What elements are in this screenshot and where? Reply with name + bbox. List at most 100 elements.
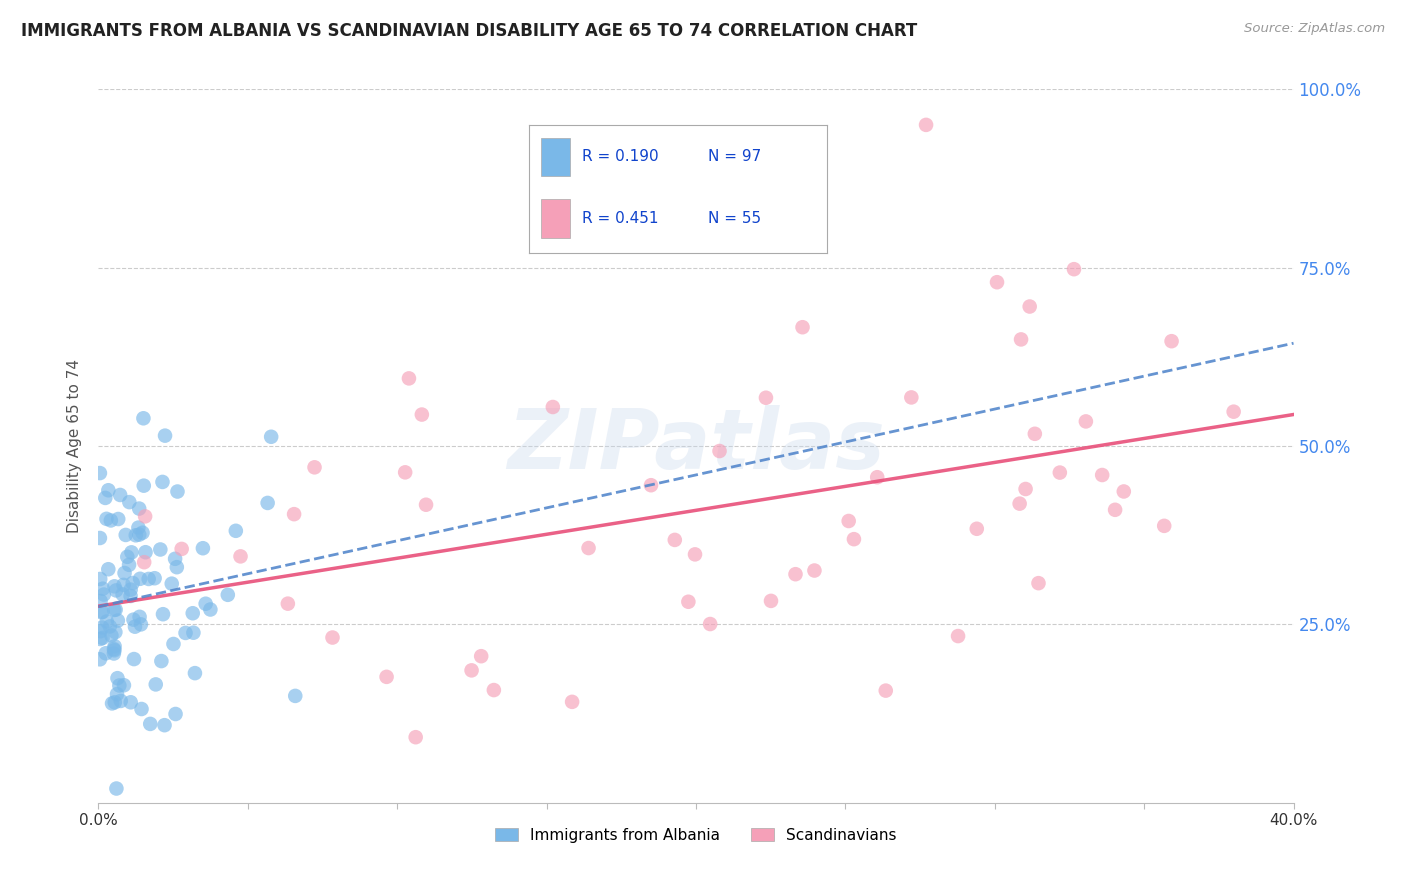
Point: [900, 391, 922, 405]
Point: [128, 527, 150, 541]
Point: [803, 564, 825, 578]
Point: [101, 697, 124, 711]
Point: [1222, 405, 1244, 419]
Point: [138, 572, 160, 586]
Point: [166, 560, 188, 574]
Point: [89, 652, 111, 666]
Point: [145, 677, 167, 691]
Point: [1008, 497, 1031, 511]
Point: [139, 717, 162, 731]
Point: [134, 545, 156, 559]
Point: [103, 643, 125, 657]
Point: [91, 631, 114, 645]
Point: [1153, 519, 1175, 533]
Point: [104, 603, 127, 617]
Point: [97, 562, 120, 576]
Point: [640, 478, 662, 492]
Point: [105, 781, 128, 796]
Point: [112, 678, 135, 692]
Point: [91, 582, 114, 596]
Point: [122, 652, 145, 666]
Point: [150, 654, 173, 668]
Point: [225, 524, 247, 538]
Point: [1104, 503, 1126, 517]
Point: [321, 631, 343, 645]
Point: [94, 491, 117, 505]
Point: [561, 695, 583, 709]
Point: [105, 687, 128, 701]
Point: [284, 689, 307, 703]
Point: [664, 533, 686, 547]
Point: [792, 320, 814, 334]
Point: [152, 607, 174, 622]
Point: [398, 371, 420, 385]
Point: [153, 718, 176, 732]
Point: [866, 470, 889, 484]
Point: [191, 541, 214, 556]
Point: [256, 496, 278, 510]
Point: [103, 647, 125, 661]
Point: [125, 528, 148, 542]
Point: [128, 501, 150, 516]
Point: [1063, 262, 1085, 277]
Point: [200, 602, 222, 616]
Point: [90, 605, 112, 619]
Point: [134, 555, 156, 569]
Point: [118, 495, 141, 509]
Point: [89, 572, 111, 586]
Point: [482, 683, 505, 698]
Point: [96, 615, 118, 629]
Point: [104, 695, 127, 709]
Point: [111, 587, 134, 601]
Point: [132, 411, 155, 425]
Point: [114, 566, 136, 580]
Point: [121, 576, 143, 591]
Point: [120, 589, 142, 603]
Point: [415, 498, 437, 512]
Point: [283, 507, 305, 521]
Point: [683, 547, 706, 561]
Point: [107, 614, 129, 628]
Point: [183, 625, 205, 640]
Point: [98, 619, 121, 633]
Point: [124, 620, 146, 634]
Point: [1018, 300, 1040, 314]
Point: [96, 512, 118, 526]
Point: [94, 646, 117, 660]
Point: [104, 640, 127, 654]
Point: [112, 578, 135, 592]
Point: [460, 664, 482, 678]
Point: [759, 594, 782, 608]
Point: [100, 628, 122, 642]
Point: [755, 391, 778, 405]
Point: [170, 541, 193, 556]
Point: [1028, 576, 1050, 591]
Point: [405, 730, 427, 744]
Point: [217, 588, 239, 602]
Point: [129, 617, 152, 632]
Point: [103, 603, 125, 617]
Point: [104, 625, 127, 640]
Point: [946, 629, 969, 643]
Point: [470, 649, 492, 664]
Point: [194, 597, 217, 611]
Point: [128, 609, 150, 624]
Point: [165, 706, 187, 721]
Point: [114, 528, 136, 542]
Point: [375, 670, 398, 684]
Point: [108, 678, 131, 692]
Point: [166, 484, 188, 499]
Point: [1091, 468, 1114, 483]
Point: [153, 428, 176, 442]
Point: [103, 642, 125, 657]
Point: [152, 475, 174, 489]
Point: [120, 695, 142, 709]
Point: [127, 521, 149, 535]
Text: ZIPatlas: ZIPatlas: [508, 406, 884, 486]
Point: [118, 558, 141, 572]
Point: [100, 513, 122, 527]
Point: [131, 525, 153, 540]
Point: [966, 522, 988, 536]
Point: [110, 694, 132, 708]
Point: [578, 541, 600, 555]
